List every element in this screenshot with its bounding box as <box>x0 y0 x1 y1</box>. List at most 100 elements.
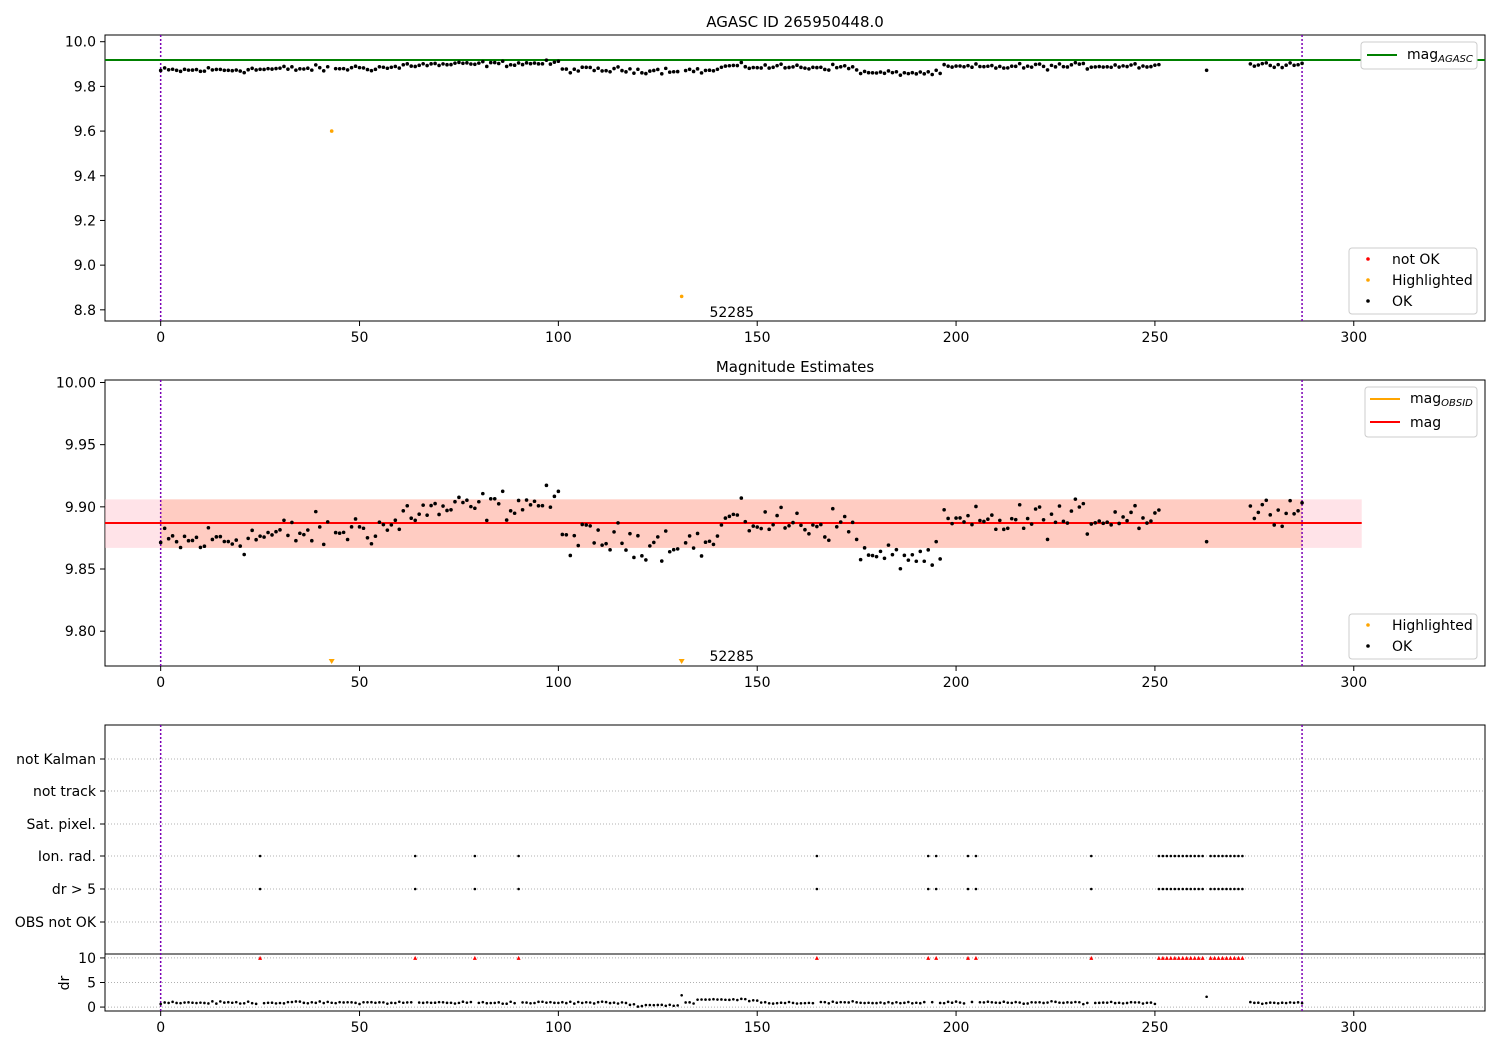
dr-point <box>461 1000 465 1004</box>
flag-point <box>473 887 477 891</box>
dr-point <box>421 1001 425 1005</box>
dr-point <box>525 1001 528 1004</box>
dr-point <box>489 1001 493 1005</box>
dr-point <box>819 1000 823 1004</box>
ok-point <box>675 69 680 74</box>
ok-point <box>648 544 652 548</box>
ok-point <box>1284 511 1288 516</box>
ok-point <box>691 546 696 550</box>
ok-point <box>441 504 445 508</box>
ok-point <box>763 63 767 67</box>
dr-point <box>529 1001 532 1005</box>
ok-point <box>703 540 708 544</box>
ok-point <box>512 63 517 67</box>
flag-point <box>1201 854 1204 858</box>
dr-point <box>827 1001 831 1005</box>
ok-point <box>683 68 688 73</box>
ok-point <box>321 68 326 73</box>
ok-point <box>453 61 457 65</box>
flag-point <box>974 887 978 891</box>
ok-point <box>182 534 187 539</box>
dr-point <box>342 1001 345 1004</box>
ok-point <box>819 522 823 527</box>
dr-clipped-marker <box>934 955 939 960</box>
ok-point <box>405 62 410 66</box>
ok-point <box>421 503 425 507</box>
ok-point <box>1037 62 1042 66</box>
flag-point <box>934 887 938 891</box>
ok-point <box>1029 522 1034 526</box>
dr-point <box>1046 1001 1049 1004</box>
ok-point <box>604 68 608 73</box>
dr-point <box>1292 1001 1296 1005</box>
dr-point <box>1117 1001 1121 1005</box>
ok-point <box>978 518 982 523</box>
ok-point <box>1204 539 1209 544</box>
dr-point <box>1042 1001 1045 1005</box>
ok-point <box>866 70 871 75</box>
flag-point <box>815 854 819 858</box>
x-tick-label: 250 <box>1142 330 1169 346</box>
dr-point <box>1097 1001 1101 1005</box>
ok-point <box>162 526 167 531</box>
dr-point <box>330 1001 333 1005</box>
ok-point <box>1085 67 1090 71</box>
ok-point <box>612 530 616 534</box>
ok-point <box>270 533 274 537</box>
ok-point <box>739 60 744 65</box>
ok-point <box>254 537 258 542</box>
dr-clipped-marker <box>1172 955 1177 960</box>
ok-point <box>1264 498 1269 503</box>
ok-point <box>1260 61 1265 66</box>
dr-point <box>978 1000 982 1004</box>
dr-point <box>1030 1001 1033 1004</box>
dr-point <box>159 1002 162 1006</box>
legend-not-ok: not OK <box>1392 252 1440 268</box>
dr-point <box>982 1001 986 1004</box>
ok-point <box>652 540 656 545</box>
ok-point <box>1300 61 1304 66</box>
ok-point <box>457 60 461 65</box>
ok-point <box>715 534 720 538</box>
ok-point <box>437 63 441 68</box>
legend-highlighted: Highlighted <box>1392 273 1473 289</box>
ok-point <box>369 68 374 73</box>
dr-point <box>338 1000 341 1004</box>
ok-point <box>1121 515 1125 519</box>
flag-row-label: not track <box>33 784 97 800</box>
dr-point <box>561 1000 564 1004</box>
ok-point <box>898 73 903 77</box>
flag-point <box>413 887 417 891</box>
ok-point <box>1001 66 1006 70</box>
ok-point <box>1029 65 1034 69</box>
flag-point <box>1193 854 1196 858</box>
ok-point <box>632 555 636 560</box>
ok-point <box>1268 63 1273 68</box>
ok-point <box>1121 64 1125 68</box>
ok-point <box>978 64 982 69</box>
ok-point <box>759 66 763 70</box>
ok-point <box>1089 65 1094 69</box>
dr-clipped-marker <box>1160 955 1165 960</box>
dr-point <box>1280 1001 1284 1005</box>
dr-point <box>863 1001 866 1005</box>
dr-point <box>1093 1001 1097 1005</box>
ok-point <box>1157 508 1161 512</box>
ok-point <box>687 67 692 72</box>
magnitude-estimates-panel: Magnitude Estimates 9.80 9.85 9.90 9.95 10.0… <box>56 358 1486 691</box>
ok-point <box>333 66 338 71</box>
ok-point <box>202 544 207 549</box>
ok-point <box>1296 62 1300 67</box>
dr-point <box>720 998 723 1001</box>
ok-point <box>966 63 970 68</box>
flags-panel: not Kalman not track Sat. pixel. Ion. rad. d… <box>15 724 1486 1036</box>
ok-point <box>1033 507 1038 511</box>
ok-point <box>353 517 358 521</box>
flag-point <box>926 887 930 891</box>
dr-clipped-marker <box>1236 955 1241 960</box>
dr-point <box>409 1000 413 1004</box>
dr-point <box>481 1000 485 1004</box>
highlighted-point <box>679 294 684 299</box>
ok-point <box>1025 516 1030 521</box>
ok-point <box>1013 64 1018 69</box>
